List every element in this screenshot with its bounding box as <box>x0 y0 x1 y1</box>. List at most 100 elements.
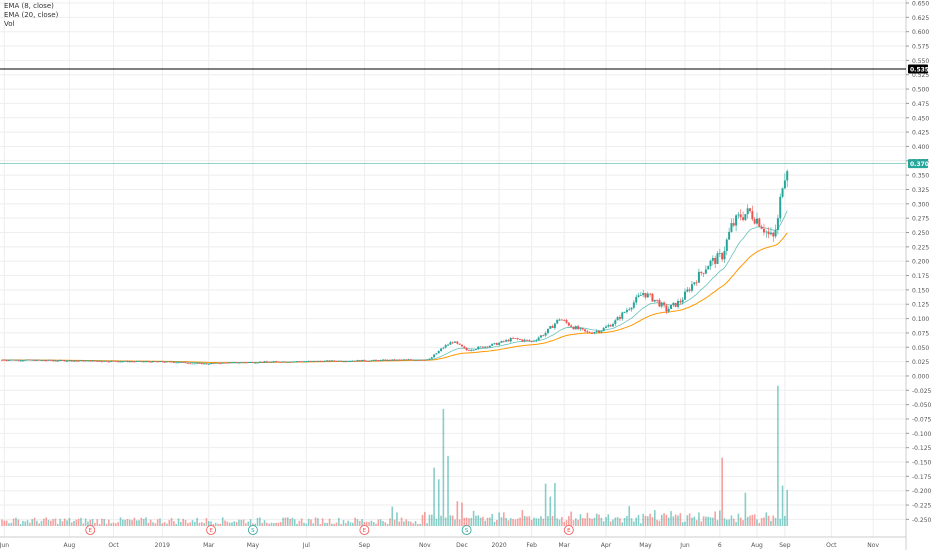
candle-body <box>45 360 48 362</box>
legend-ema8[interactable]: EMA (8, close) <box>4 2 54 10</box>
candle-body <box>663 302 666 306</box>
volume-bar <box>142 519 145 526</box>
y-tick-label: -0.075 <box>912 416 932 423</box>
volume-bar <box>242 519 245 526</box>
volume-bar <box>512 519 514 526</box>
candle-body <box>704 269 707 274</box>
volume-bar <box>760 518 763 526</box>
candle-body <box>735 215 738 226</box>
candle-body <box>426 359 429 361</box>
volume-bar <box>22 520 24 526</box>
split-event-marker[interactable] <box>461 525 472 535</box>
volume-bar <box>233 521 236 526</box>
volume-bar <box>33 517 36 526</box>
candle-body <box>532 340 535 342</box>
candle-body <box>558 319 561 321</box>
volume-bar <box>581 518 584 526</box>
volume-bar <box>477 515 480 526</box>
candle-body <box>542 335 545 337</box>
candle-body <box>762 228 765 233</box>
volume-bar <box>607 514 610 526</box>
volume-bar <box>612 519 614 526</box>
candle-body <box>769 232 772 235</box>
earnings-event-marker[interactable] <box>563 525 574 535</box>
candle-body <box>381 359 384 361</box>
volume-bar <box>187 523 189 526</box>
candle-body <box>228 362 231 364</box>
candle-body <box>254 362 257 364</box>
volume-bar <box>491 513 493 526</box>
candle-body <box>196 363 199 364</box>
candle-body <box>70 360 73 362</box>
candle-body <box>479 346 482 348</box>
y-tick-label: 0.625 <box>912 15 929 22</box>
candle-body <box>305 361 308 363</box>
volume-bar <box>591 518 593 526</box>
candle-body <box>567 322 570 326</box>
candle-body <box>477 346 480 350</box>
volume-bar <box>254 523 257 526</box>
volume-bar <box>765 512 768 526</box>
volume-bar <box>259 517 261 526</box>
indicator-legend: EMA (8, close) EMA (20, close) Vol <box>4 2 58 29</box>
volume-bar <box>570 511 572 526</box>
y-tick-label: 0.325 <box>912 187 929 194</box>
x-tick-label: 6 <box>718 542 722 549</box>
split-event-marker[interactable] <box>247 525 258 535</box>
volume-bar <box>470 517 473 526</box>
volume-bar <box>442 408 445 526</box>
volume-bar <box>135 520 138 526</box>
candle-body <box>588 332 591 334</box>
candle-body <box>442 347 445 349</box>
candle-body <box>454 341 456 343</box>
volume-bar <box>579 514 582 526</box>
candle-body <box>1 359 3 361</box>
candle-body <box>639 295 642 296</box>
volume-bar <box>424 511 426 526</box>
candle-body <box>586 331 589 333</box>
volume-bar <box>8 523 10 526</box>
volume-bar <box>428 514 431 526</box>
volume-bar <box>714 511 716 526</box>
x-tick-label: Apr <box>601 542 612 549</box>
earnings-event-marker[interactable] <box>206 525 216 535</box>
volume-bar <box>52 519 54 526</box>
candle-body <box>135 361 138 362</box>
y-tick-label: 0.150 <box>912 287 929 294</box>
volume-bar <box>45 517 47 526</box>
volume-bar <box>365 521 368 526</box>
volume-bar <box>184 520 187 526</box>
candle-body <box>214 362 217 364</box>
volume-bar <box>70 522 73 526</box>
candle-body <box>560 319 563 321</box>
volume-bar <box>526 516 528 526</box>
legend-volume[interactable]: Vol <box>4 20 15 28</box>
candle-body <box>14 359 17 361</box>
legend-ema20[interactable]: EMA (20, close) <box>4 11 59 19</box>
candle-body <box>593 332 596 334</box>
earnings-event-marker[interactable] <box>359 525 370 535</box>
candle-body <box>293 361 296 363</box>
y-tick-label: 0.000 <box>912 373 929 380</box>
volume-bar <box>300 518 303 526</box>
volume-bar <box>291 517 294 526</box>
volume-bar <box>75 519 78 526</box>
earnings-event-label: E <box>363 528 367 534</box>
candle-body <box>40 360 43 361</box>
volume-bar <box>170 518 173 526</box>
candle-body <box>59 359 62 361</box>
volume-bar <box>122 519 124 526</box>
volume-bar <box>266 522 268 526</box>
volume-bar <box>296 523 298 526</box>
candle-body <box>414 359 417 361</box>
volume-bar <box>509 518 512 526</box>
x-tick-label: Jul <box>302 542 311 549</box>
earnings-event-marker[interactable] <box>85 525 96 535</box>
volume-bar <box>505 518 507 526</box>
volume-bar <box>289 518 291 526</box>
volume-bar <box>744 492 747 526</box>
candle-body <box>200 363 203 365</box>
candle-body <box>572 326 575 330</box>
volume-bar <box>572 520 575 526</box>
